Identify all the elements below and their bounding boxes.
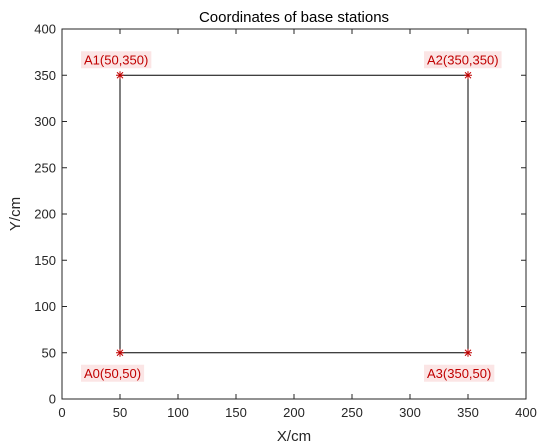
point-label-background (81, 51, 152, 69)
base-station-marker (116, 71, 124, 80)
x-axis-label: X/cm (277, 428, 311, 445)
y-axis-label: Y/cm (7, 197, 24, 231)
y-tick-label: 100 (34, 299, 56, 314)
base-station-marker (464, 71, 472, 80)
y-tick-label: 200 (34, 207, 56, 222)
x-tick-label: 300 (399, 405, 421, 420)
x-tick-label: 0 (58, 405, 65, 420)
y-tick-label: 0 (49, 392, 56, 407)
y-tick-label: 400 (34, 22, 56, 37)
base-station-marker (116, 348, 124, 357)
x-tick-label: 200 (283, 405, 305, 420)
y-tick-label: 300 (34, 114, 56, 129)
x-tick-label: 250 (341, 405, 363, 420)
point-label-background (81, 364, 145, 382)
point-label: A1(50,350) (84, 52, 148, 67)
x-tick-label: 350 (457, 405, 479, 420)
y-tick-label: 250 (34, 160, 56, 175)
points-layer: A0(50,50) A1(50,350) A2(350,350) A3(350,50) (81, 51, 502, 382)
point-label-background (424, 51, 502, 69)
point-label: A3(350,50) (427, 366, 491, 381)
base-station-marker (464, 348, 472, 357)
plot-area (61, 28, 527, 400)
x-tick-label: 50 (113, 405, 127, 420)
x-tick-label: 150 (225, 405, 247, 420)
y-tick-label: 150 (34, 253, 56, 268)
point-label-background (424, 364, 495, 382)
x-tick-label: 400 (515, 405, 537, 420)
y-tick-label: 350 (34, 68, 56, 83)
y-tick-label: 50 (42, 345, 56, 360)
axis-ticks: 0 50 100 150 200 250 300 350 400 0 50 100 150 200 250 3… (34, 22, 537, 421)
point-label: A0(50,50) (84, 366, 141, 381)
x-tick-label: 100 (167, 405, 189, 420)
point-label: A2(350,350) (427, 52, 499, 67)
chart-title: Coordinates of base stations (199, 9, 389, 26)
